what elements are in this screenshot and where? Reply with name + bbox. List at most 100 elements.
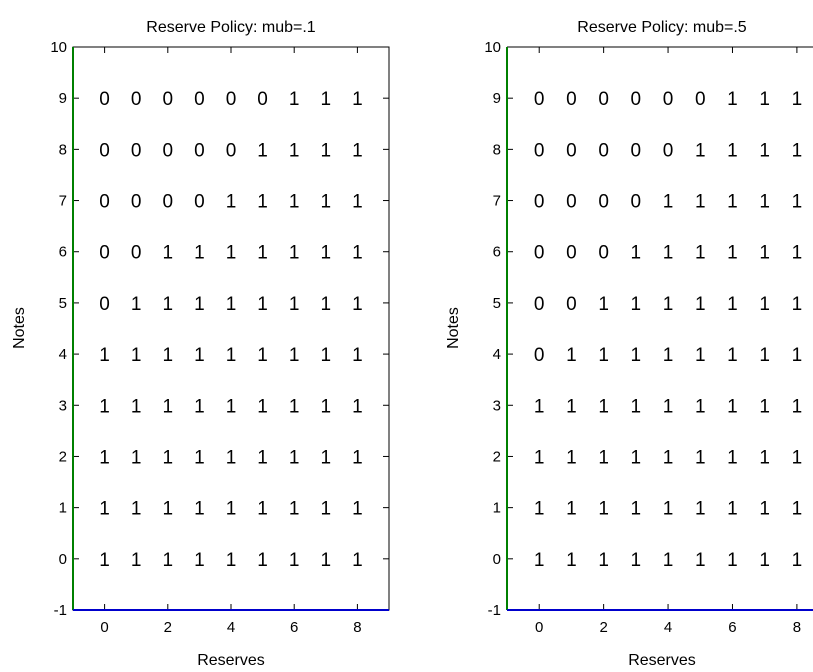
xtick-label: 8 [793, 619, 801, 636]
policy-cell: 1 [194, 447, 205, 468]
ytick-label: 9 [59, 90, 67, 107]
policy-cell: 1 [534, 499, 545, 520]
policy-cell: 1 [226, 294, 237, 315]
policy-cell: 1 [566, 396, 577, 417]
policy-cell: 1 [226, 447, 237, 468]
policy-cell: 1 [131, 499, 142, 520]
policy-cell: 1 [163, 396, 174, 417]
policy-cell: 1 [321, 499, 332, 520]
policy-cell: 0 [534, 140, 545, 161]
ytick-label: 7 [59, 193, 67, 210]
ytick-label: 6 [493, 244, 501, 261]
xtick-label: 2 [164, 619, 172, 636]
policy-cell: 1 [598, 294, 609, 315]
policy-cell: 1 [321, 550, 332, 571]
policy-cell: 1 [695, 140, 706, 161]
policy-cell: 0 [131, 140, 142, 161]
policy-cell: 1 [321, 396, 332, 417]
policy-cell: 1 [289, 294, 300, 315]
policy-cell: 1 [99, 345, 110, 366]
policy-cell: 0 [534, 89, 545, 110]
policy-cell: 1 [727, 140, 738, 161]
policy-cell: 1 [792, 396, 803, 417]
ytick-label: 3 [59, 397, 67, 414]
policy-cell: 0 [566, 140, 577, 161]
policy-cell: 1 [534, 396, 545, 417]
policy-cell: 1 [792, 294, 803, 315]
policy-cell: 1 [289, 550, 300, 571]
xtick-label: 8 [353, 619, 361, 636]
policy-cell: 1 [352, 550, 363, 571]
policy-cell: 1 [759, 243, 770, 264]
policy-cell: 0 [131, 243, 142, 264]
policy-cell: 1 [226, 499, 237, 520]
policy-cell: 1 [759, 447, 770, 468]
policy-cell: 1 [695, 345, 706, 366]
policy-cell: 1 [792, 243, 803, 264]
policy-cell: 0 [566, 243, 577, 264]
policy-cell: 0 [534, 243, 545, 264]
policy-cell: 1 [226, 345, 237, 366]
policy-cell: 1 [321, 89, 332, 110]
policy-cell: 1 [257, 140, 268, 161]
policy-cell: 1 [663, 499, 674, 520]
policy-cell: 1 [131, 294, 142, 315]
policy-cell: 1 [631, 447, 642, 468]
policy-cell: 1 [131, 447, 142, 468]
policy-cell: 1 [792, 140, 803, 161]
policy-cell: 1 [99, 550, 110, 571]
policy-cell: 1 [352, 140, 363, 161]
panel-1-cells: 0 0 0 0 0 0 1 1 10 0 0 0 0 1 1 1 10 0 0 0 1 1 1 1 10 0 1 1 1 1 1 1 10 1 1 1… [99, 89, 362, 571]
policy-cell: 0 [163, 140, 174, 161]
policy-cell: 1 [289, 499, 300, 520]
policy-cell: 0 [663, 89, 674, 110]
panel-2-xgrid-ticks: 0 2 4 6 8 [535, 47, 801, 636]
panel-1-ylabel: Notes [11, 307, 28, 349]
ytick-label: 10 [50, 39, 67, 56]
policy-cell: 1 [631, 243, 642, 264]
ytick-label: 2 [493, 448, 501, 465]
policy-cell: 0 [194, 89, 205, 110]
policy-cell: 0 [598, 192, 609, 213]
policy-cell: 1 [695, 192, 706, 213]
policy-cell: 1 [289, 447, 300, 468]
ytick-label: 4 [59, 346, 67, 363]
policy-cell: 1 [226, 396, 237, 417]
policy-cell: 1 [598, 499, 609, 520]
policy-cell: 1 [163, 294, 174, 315]
policy-cell: 1 [566, 550, 577, 571]
policy-cell: 0 [99, 294, 110, 315]
xtick-label: 0 [100, 619, 108, 636]
policy-cell: 1 [352, 345, 363, 366]
policy-cell: 1 [99, 499, 110, 520]
policy-cell: 1 [321, 192, 332, 213]
ytick-label: 0 [493, 551, 501, 568]
policy-cell: 1 [727, 447, 738, 468]
policy-cell: 0 [631, 140, 642, 161]
panel-1-xlabel: Reserves [197, 652, 265, 669]
panel-2-ygrid-ticks: -1 0 1 2 3 4 5 6 7 8 9 10 [484, 39, 513, 619]
policy-cell: 1 [163, 447, 174, 468]
policy-cell: 1 [226, 550, 237, 571]
policy-cell: 1 [759, 550, 770, 571]
xtick-label: 4 [664, 619, 672, 636]
policy-cell: 1 [759, 499, 770, 520]
policy-cell: 0 [631, 192, 642, 213]
policy-cell: 1 [759, 396, 770, 417]
policy-cell: 0 [99, 140, 110, 161]
policy-cell: 1 [631, 345, 642, 366]
policy-cell: 1 [727, 192, 738, 213]
policy-cell: 1 [598, 447, 609, 468]
policy-cell: 1 [257, 447, 268, 468]
policy-cell: 1 [226, 192, 237, 213]
policy-cell: 0 [598, 243, 609, 264]
panel-2-ylabel: Notes [445, 307, 462, 349]
policy-cell: 1 [727, 89, 738, 110]
policy-cell: 1 [792, 499, 803, 520]
policy-cell: 1 [352, 243, 363, 264]
ytick-label: 5 [493, 295, 501, 312]
policy-cell: 1 [759, 192, 770, 213]
policy-cell: 1 [352, 499, 363, 520]
